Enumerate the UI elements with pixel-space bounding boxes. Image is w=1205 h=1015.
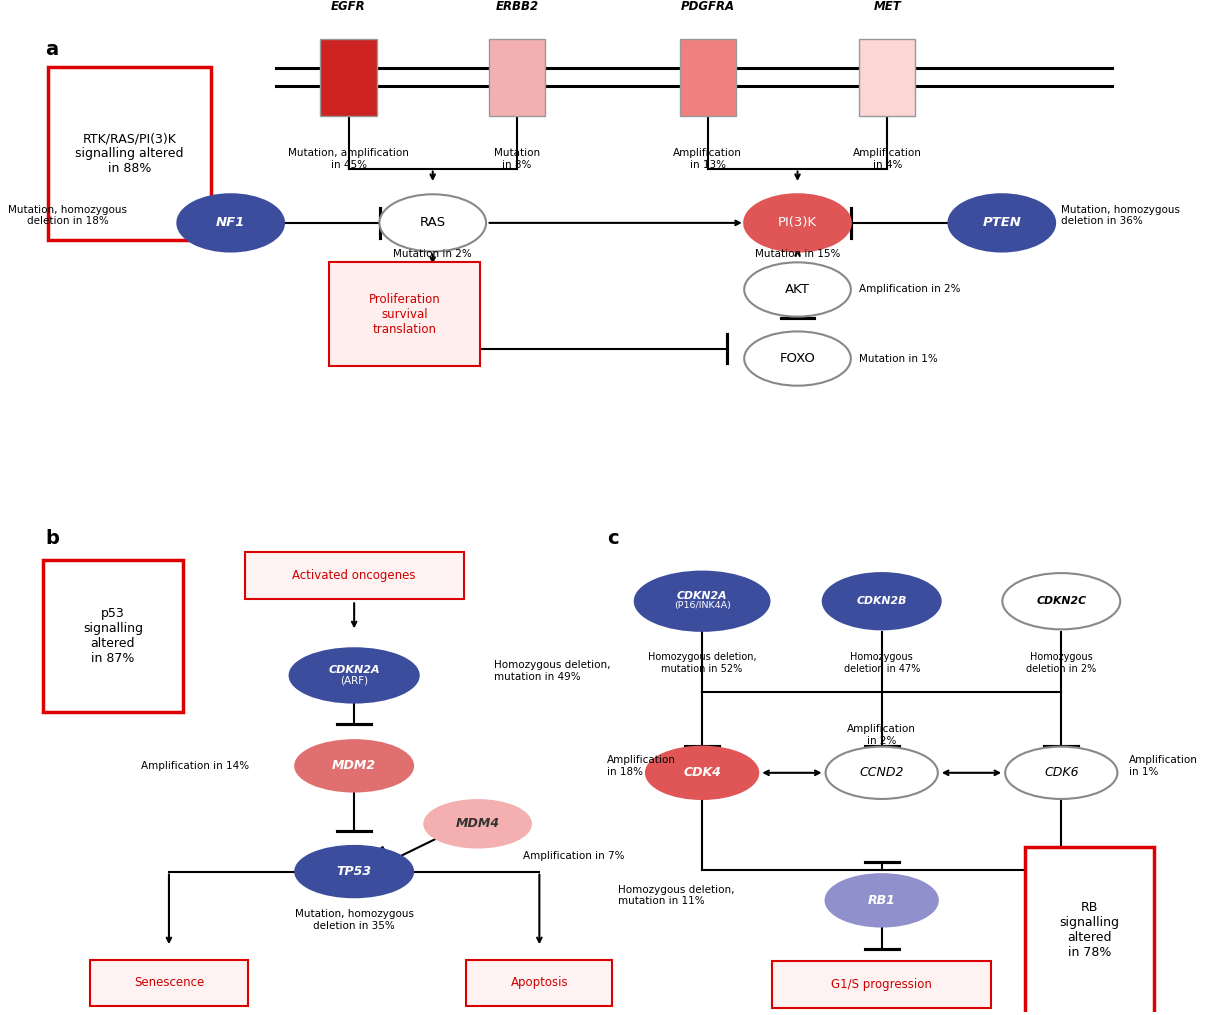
Ellipse shape [1003,573,1121,629]
Ellipse shape [380,194,486,252]
FancyBboxPatch shape [42,559,183,713]
Text: CDKN2C: CDKN2C [1036,596,1087,606]
Text: (P16/INK4A): (P16/INK4A) [674,601,730,610]
Text: PI(3)K: PI(3)K [778,216,817,229]
Text: EGFR: EGFR [331,0,366,13]
Ellipse shape [823,573,941,629]
Text: a: a [46,41,59,59]
Text: RB
signalling
altered
in 78%: RB signalling altered in 78% [1059,901,1119,959]
Text: Amplification
in 1%: Amplification in 1% [1129,755,1198,776]
Text: Homozygous
deletion in 2%: Homozygous deletion in 2% [1027,653,1097,674]
Text: Amplification
in 2%: Amplification in 2% [847,724,916,746]
Text: CDKN2B: CDKN2B [857,596,907,606]
Text: Mutation, homozygous
deletion in 36%: Mutation, homozygous deletion in 36% [1062,205,1180,226]
Text: Amplification in 7%: Amplification in 7% [523,852,624,862]
Text: Homozygous deletion,
mutation in 11%: Homozygous deletion, mutation in 11% [618,885,734,906]
Text: p53
signalling
altered
in 87%: p53 signalling altered in 87% [83,607,143,665]
Ellipse shape [1005,747,1117,799]
Text: Amplification
in 18%: Amplification in 18% [606,755,676,776]
Text: b: b [46,529,59,548]
FancyBboxPatch shape [90,960,247,1006]
FancyBboxPatch shape [680,39,736,116]
Ellipse shape [745,332,851,386]
Text: Mutation in 15%: Mutation in 15% [754,249,840,259]
Text: CDKN2A: CDKN2A [677,591,728,601]
Ellipse shape [745,262,851,317]
Text: Mutation, homozygous
deletion in 18%: Mutation, homozygous deletion in 18% [8,205,128,226]
Text: Mutation
in 8%: Mutation in 8% [494,148,540,170]
Text: CDK6: CDK6 [1044,766,1078,780]
Text: ERBB2: ERBB2 [495,0,539,13]
Text: Homozygous deletion,
mutation in 52%: Homozygous deletion, mutation in 52% [648,653,757,674]
Text: RAS: RAS [419,216,446,229]
Text: Amplification in 14%: Amplification in 14% [141,761,249,770]
Text: PDGFRA: PDGFRA [681,0,735,13]
Text: RB1: RB1 [868,894,895,906]
Ellipse shape [825,874,937,927]
FancyBboxPatch shape [329,262,481,366]
Ellipse shape [825,747,937,799]
Text: Homozygous deletion,
mutation in 49%: Homozygous deletion, mutation in 49% [494,660,611,682]
FancyBboxPatch shape [489,39,545,116]
Text: Amplification
in 13%: Amplification in 13% [674,148,742,170]
Text: CDKN2A: CDKN2A [328,665,380,675]
Text: FOXO: FOXO [780,352,816,365]
FancyBboxPatch shape [245,552,464,600]
Text: CCND2: CCND2 [859,766,904,780]
Text: Homozygous
deletion in 47%: Homozygous deletion in 47% [844,653,919,674]
Text: Senescence: Senescence [134,976,204,990]
Text: Apoptosis: Apoptosis [511,976,569,990]
Text: Activated oncogenes: Activated oncogenes [293,569,416,583]
FancyBboxPatch shape [321,39,377,116]
Text: Mutation in 1%: Mutation in 1% [859,353,937,363]
FancyBboxPatch shape [1024,847,1154,1014]
Text: AKT: AKT [786,283,810,296]
Text: PTEN: PTEN [982,216,1021,229]
Text: Proliferation
survival
translation: Proliferation survival translation [369,292,441,336]
Ellipse shape [635,571,770,631]
Text: RTK/RAS/PI(3)K
signalling altered
in 88%: RTK/RAS/PI(3)K signalling altered in 88% [76,132,184,176]
Text: Mutation, homozygous
deletion in 35%: Mutation, homozygous deletion in 35% [295,909,413,931]
Ellipse shape [646,747,758,799]
Text: TP53: TP53 [336,865,371,878]
Text: (ARF): (ARF) [340,675,369,685]
Text: Mutation, amplification
in 45%: Mutation, amplification in 45% [288,148,408,170]
Ellipse shape [424,800,531,848]
Text: c: c [606,529,618,548]
Text: Amplification in 2%: Amplification in 2% [859,284,960,294]
Text: CDK4: CDK4 [683,766,721,780]
FancyBboxPatch shape [48,67,211,241]
Text: Mutation in 2%: Mutation in 2% [393,249,472,259]
Text: MET: MET [874,0,901,13]
Text: MDM4: MDM4 [455,817,500,830]
Ellipse shape [177,194,284,252]
Ellipse shape [289,649,418,702]
Text: G1/S progression: G1/S progression [831,978,933,992]
FancyBboxPatch shape [772,961,992,1009]
Ellipse shape [295,740,413,792]
Ellipse shape [948,194,1056,252]
Ellipse shape [745,194,851,252]
FancyBboxPatch shape [859,39,916,116]
Text: NF1: NF1 [216,216,246,229]
Text: Amplification
in 4%: Amplification in 4% [853,148,922,170]
Text: MDM2: MDM2 [333,759,376,772]
Ellipse shape [295,845,413,897]
FancyBboxPatch shape [466,960,612,1006]
